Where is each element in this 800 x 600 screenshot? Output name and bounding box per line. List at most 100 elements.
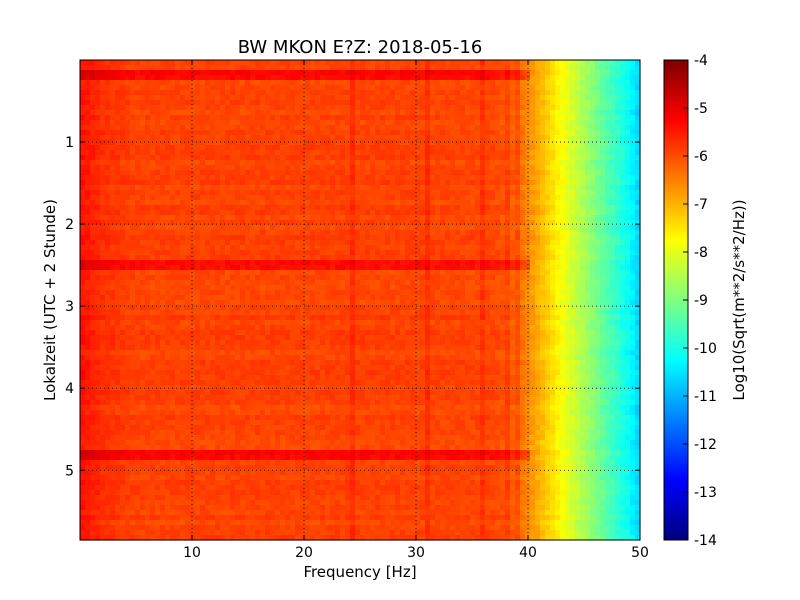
heatmap-cell bbox=[550, 60, 556, 66]
heatmap-cell bbox=[320, 75, 326, 81]
heatmap-cell bbox=[255, 80, 261, 86]
heatmap-cell bbox=[310, 245, 316, 251]
heatmap-cell bbox=[205, 85, 211, 91]
heatmap-cell bbox=[540, 250, 546, 256]
heatmap-cell bbox=[265, 115, 271, 121]
heatmap-cell bbox=[225, 195, 231, 201]
heatmap-cell bbox=[350, 235, 356, 241]
heatmap-cell bbox=[210, 190, 216, 196]
heatmap-cell bbox=[560, 120, 566, 126]
heatmap-cell bbox=[100, 235, 106, 241]
heatmap-cell bbox=[235, 170, 241, 176]
heatmap-cell bbox=[155, 215, 161, 221]
heatmap-cell bbox=[465, 220, 471, 226]
heatmap-cell bbox=[220, 220, 226, 226]
heatmap-cell bbox=[435, 95, 441, 101]
heatmap-cell bbox=[505, 275, 511, 281]
heatmap-cell bbox=[300, 195, 306, 201]
heatmap-cell bbox=[390, 150, 396, 156]
heatmap-cell bbox=[175, 105, 181, 111]
heatmap-cell bbox=[360, 255, 366, 261]
heatmap-cell bbox=[400, 165, 406, 171]
heatmap-cell bbox=[630, 90, 636, 96]
heatmap-cell bbox=[285, 190, 291, 196]
heatmap-cell bbox=[525, 205, 531, 211]
heatmap-cell bbox=[190, 60, 196, 66]
heatmap-cell bbox=[545, 175, 551, 181]
heatmap-cell bbox=[305, 65, 311, 71]
heatmap-cell bbox=[465, 170, 471, 176]
heatmap-cell bbox=[405, 180, 411, 186]
heatmap-cell bbox=[415, 250, 421, 256]
heatmap-cell bbox=[490, 120, 496, 126]
heatmap-cell bbox=[195, 110, 201, 116]
heatmap-cell bbox=[120, 180, 126, 186]
heatmap-cell bbox=[435, 130, 441, 136]
heatmap-cell bbox=[145, 150, 151, 156]
heatmap-cell bbox=[405, 145, 411, 151]
heatmap-cell bbox=[85, 100, 91, 106]
heatmap-cell bbox=[395, 190, 401, 196]
heatmap-cell bbox=[175, 135, 181, 141]
heatmap-cell bbox=[315, 130, 321, 136]
heatmap-cell bbox=[135, 280, 141, 286]
heatmap-cell bbox=[135, 140, 141, 146]
heatmap-cell bbox=[445, 95, 451, 101]
heatmap-cell bbox=[605, 245, 611, 251]
heatmap-cell bbox=[270, 230, 276, 236]
heatmap-cell bbox=[275, 220, 281, 226]
heatmap-cell bbox=[320, 145, 326, 151]
heatmap-cell bbox=[285, 155, 291, 161]
heatmap-cell bbox=[550, 260, 556, 266]
heatmap-cell bbox=[205, 185, 211, 191]
heatmap-cell bbox=[150, 220, 156, 226]
heatmap-cell bbox=[170, 95, 176, 101]
heatmap-cell bbox=[130, 245, 136, 251]
heatmap-cell bbox=[160, 245, 166, 251]
heatmap-cell bbox=[85, 125, 91, 131]
heatmap-cell bbox=[580, 195, 586, 201]
heatmap-cell bbox=[530, 65, 536, 71]
heatmap-cell bbox=[140, 140, 146, 146]
heatmap-cell bbox=[490, 185, 496, 191]
heatmap-cell bbox=[555, 275, 561, 281]
heatmap-cell bbox=[450, 115, 456, 121]
heatmap-cell bbox=[485, 115, 491, 121]
heatmap-cell bbox=[140, 265, 146, 271]
heatmap-cell bbox=[530, 225, 536, 231]
heatmap-cell bbox=[200, 185, 206, 191]
heatmap-cell bbox=[290, 125, 296, 131]
heatmap-cell bbox=[620, 180, 626, 186]
heatmap-cell bbox=[615, 70, 621, 76]
heatmap-cell bbox=[285, 170, 291, 176]
heatmap-cell bbox=[625, 105, 631, 111]
heatmap-cell bbox=[350, 130, 356, 136]
heatmap-cell bbox=[400, 255, 406, 261]
heatmap-cell bbox=[130, 85, 136, 91]
heatmap-cell bbox=[220, 185, 226, 191]
heatmap-cell bbox=[220, 265, 226, 271]
heatmap-cell bbox=[270, 205, 276, 211]
heatmap-cell bbox=[180, 250, 186, 256]
heatmap-cell bbox=[355, 170, 361, 176]
heatmap-cell bbox=[615, 265, 621, 271]
heatmap-cell bbox=[85, 260, 91, 266]
heatmap-cell bbox=[165, 195, 171, 201]
heatmap-cell bbox=[235, 135, 241, 141]
heatmap-cell bbox=[90, 115, 96, 121]
heatmap-cell bbox=[100, 135, 106, 141]
heatmap-cell bbox=[470, 270, 476, 276]
heatmap-cell bbox=[250, 255, 256, 261]
heatmap-cell bbox=[170, 150, 176, 156]
heatmap-cell bbox=[440, 120, 446, 126]
heatmap-cell bbox=[110, 210, 116, 216]
heatmap-cell bbox=[250, 145, 256, 151]
heatmap-cell bbox=[615, 90, 621, 96]
heatmap-cell bbox=[120, 195, 126, 201]
heatmap-cell bbox=[80, 215, 86, 221]
heatmap-cell bbox=[400, 205, 406, 211]
heatmap-cell bbox=[320, 185, 326, 191]
heatmap-cell bbox=[540, 185, 546, 191]
heatmap-cell bbox=[90, 225, 96, 231]
heatmap-cell bbox=[275, 240, 281, 246]
